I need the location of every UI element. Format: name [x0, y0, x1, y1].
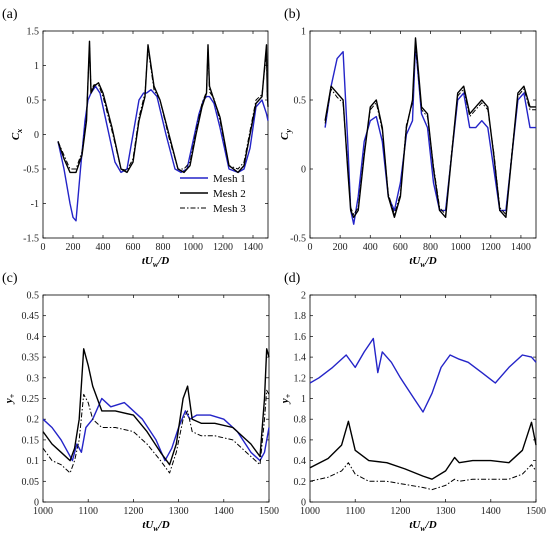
x-tick-label: 1400 — [511, 242, 531, 253]
y-tick-label: 2 — [301, 291, 306, 302]
y-tick-label: 0.5 — [27, 96, 40, 107]
plot-frame — [309, 294, 537, 503]
y-tick-label: 1.8 — [294, 311, 307, 322]
x-tick-label: 1100 — [345, 506, 365, 517]
x-tick-label: 1300 — [436, 506, 456, 517]
x-tick-label: 1200 — [123, 506, 143, 517]
y-tick-label: 0 — [301, 498, 306, 509]
x-tick-label: 0 — [41, 242, 46, 253]
y-tick-label: -1.5 — [23, 234, 39, 245]
y-tick-label: 0.6 — [294, 435, 307, 446]
plot-frame — [42, 294, 270, 503]
series-line-mesh-3 — [324, 44, 536, 215]
series-line-mesh-3 — [309, 462, 537, 491]
y-tick-label: 1.6 — [294, 332, 307, 343]
panel-label: (d) — [284, 271, 301, 286]
x-tick-label: 1400 — [481, 506, 501, 517]
y-tick-label: 0 — [301, 165, 306, 176]
series-line-mesh-2 — [324, 37, 536, 218]
legend-entry: Mesh 1 — [213, 173, 246, 185]
y-tick-label: 0.35 — [22, 353, 40, 364]
x-tick-label: 200 — [66, 242, 81, 253]
y-tick-label: 0.3 — [27, 373, 40, 384]
y-tick-label: 1.5 — [27, 27, 40, 38]
y-tick-label: 0.8 — [294, 415, 307, 426]
x-tick-label: 1000 — [33, 506, 53, 517]
panel-label: (b) — [284, 7, 301, 22]
series-line-mesh-3 — [57, 44, 269, 171]
y-tick-label: 1.2 — [294, 373, 307, 384]
x-tick-label: 1200 — [213, 242, 233, 253]
y-tick-label: 0.1 — [27, 456, 40, 467]
x-tick-label: 1100 — [78, 506, 98, 517]
x-tick-label: 0 — [308, 242, 313, 253]
y-axis-label: Cy — [279, 129, 293, 140]
y-tick-label: -0.5 — [23, 165, 39, 176]
x-tick-label: 1000 — [183, 242, 203, 253]
x-axis-label: tUw/D — [409, 255, 436, 269]
legend-entry: Mesh 3 — [213, 203, 246, 215]
plot-frame — [309, 30, 537, 239]
y-tick-label: 1 — [301, 27, 306, 38]
x-tick-label: 800 — [423, 242, 438, 253]
y-tick-label: 0.05 — [22, 477, 40, 488]
y-tick-label: 1 — [301, 394, 306, 405]
x-tick-label: 800 — [156, 242, 171, 253]
x-tick-label: 1400 — [214, 506, 234, 517]
series-line-mesh-1 — [309, 337, 537, 413]
y-tick-label: 0.2 — [294, 477, 307, 488]
x-axis-label: tUw/D — [142, 519, 169, 533]
x-axis-label: tUw/D — [409, 519, 436, 533]
x-tick-label: 1500 — [526, 506, 546, 517]
y-tick-label: 1.4 — [294, 353, 307, 364]
y-tick-label: 0.2 — [27, 415, 40, 426]
x-tick-label: 1000 — [300, 506, 320, 517]
series-line-mesh-2 — [42, 348, 270, 466]
legend-entry: Mesh 2 — [213, 188, 246, 200]
series-line-mesh-3 — [42, 389, 270, 474]
series-line-mesh-1 — [324, 44, 536, 225]
y-tick-label: -1 — [31, 199, 39, 210]
y-tick-label: 0.45 — [22, 311, 40, 322]
y-tick-label: 0.5 — [294, 96, 307, 107]
series-line-mesh-1 — [57, 85, 269, 222]
x-tick-label: 200 — [333, 242, 348, 253]
x-tick-label: 1200 — [481, 242, 501, 253]
x-tick-label: 600 — [126, 242, 141, 253]
x-tick-label: 1500 — [259, 506, 279, 517]
x-tick-label: 400 — [96, 242, 111, 253]
y-tick-label: 0.25 — [22, 394, 40, 405]
y-tick-label: 0.4 — [294, 456, 307, 467]
x-tick-label: 1200 — [390, 506, 410, 517]
x-tick-label: 400 — [363, 242, 378, 253]
y-axis-label: y+ — [279, 393, 293, 405]
y-tick-label: 0.15 — [22, 435, 40, 446]
x-tick-label: 600 — [393, 242, 408, 253]
y-tick-label: 1 — [34, 61, 39, 72]
y-axis-label: y+ — [3, 393, 17, 405]
x-tick-label: 1000 — [451, 242, 471, 253]
y-tick-label: 0.5 — [27, 291, 40, 302]
series-line-mesh-2 — [57, 40, 269, 174]
y-tick-label: 0.4 — [27, 332, 40, 343]
y-tick-label: -0.5 — [290, 234, 306, 245]
x-tick-label: 1400 — [243, 242, 263, 253]
x-axis-label: tUw/D — [142, 255, 169, 269]
y-tick-label: 0 — [34, 130, 39, 141]
panel-label: (c) — [2, 271, 18, 286]
x-tick-label: 1300 — [169, 506, 189, 517]
y-tick-label: 0 — [34, 498, 39, 509]
series-line-mesh-2 — [309, 420, 537, 480]
y-axis-label: Cx — [10, 129, 24, 140]
panel-label: (a) — [2, 7, 18, 22]
